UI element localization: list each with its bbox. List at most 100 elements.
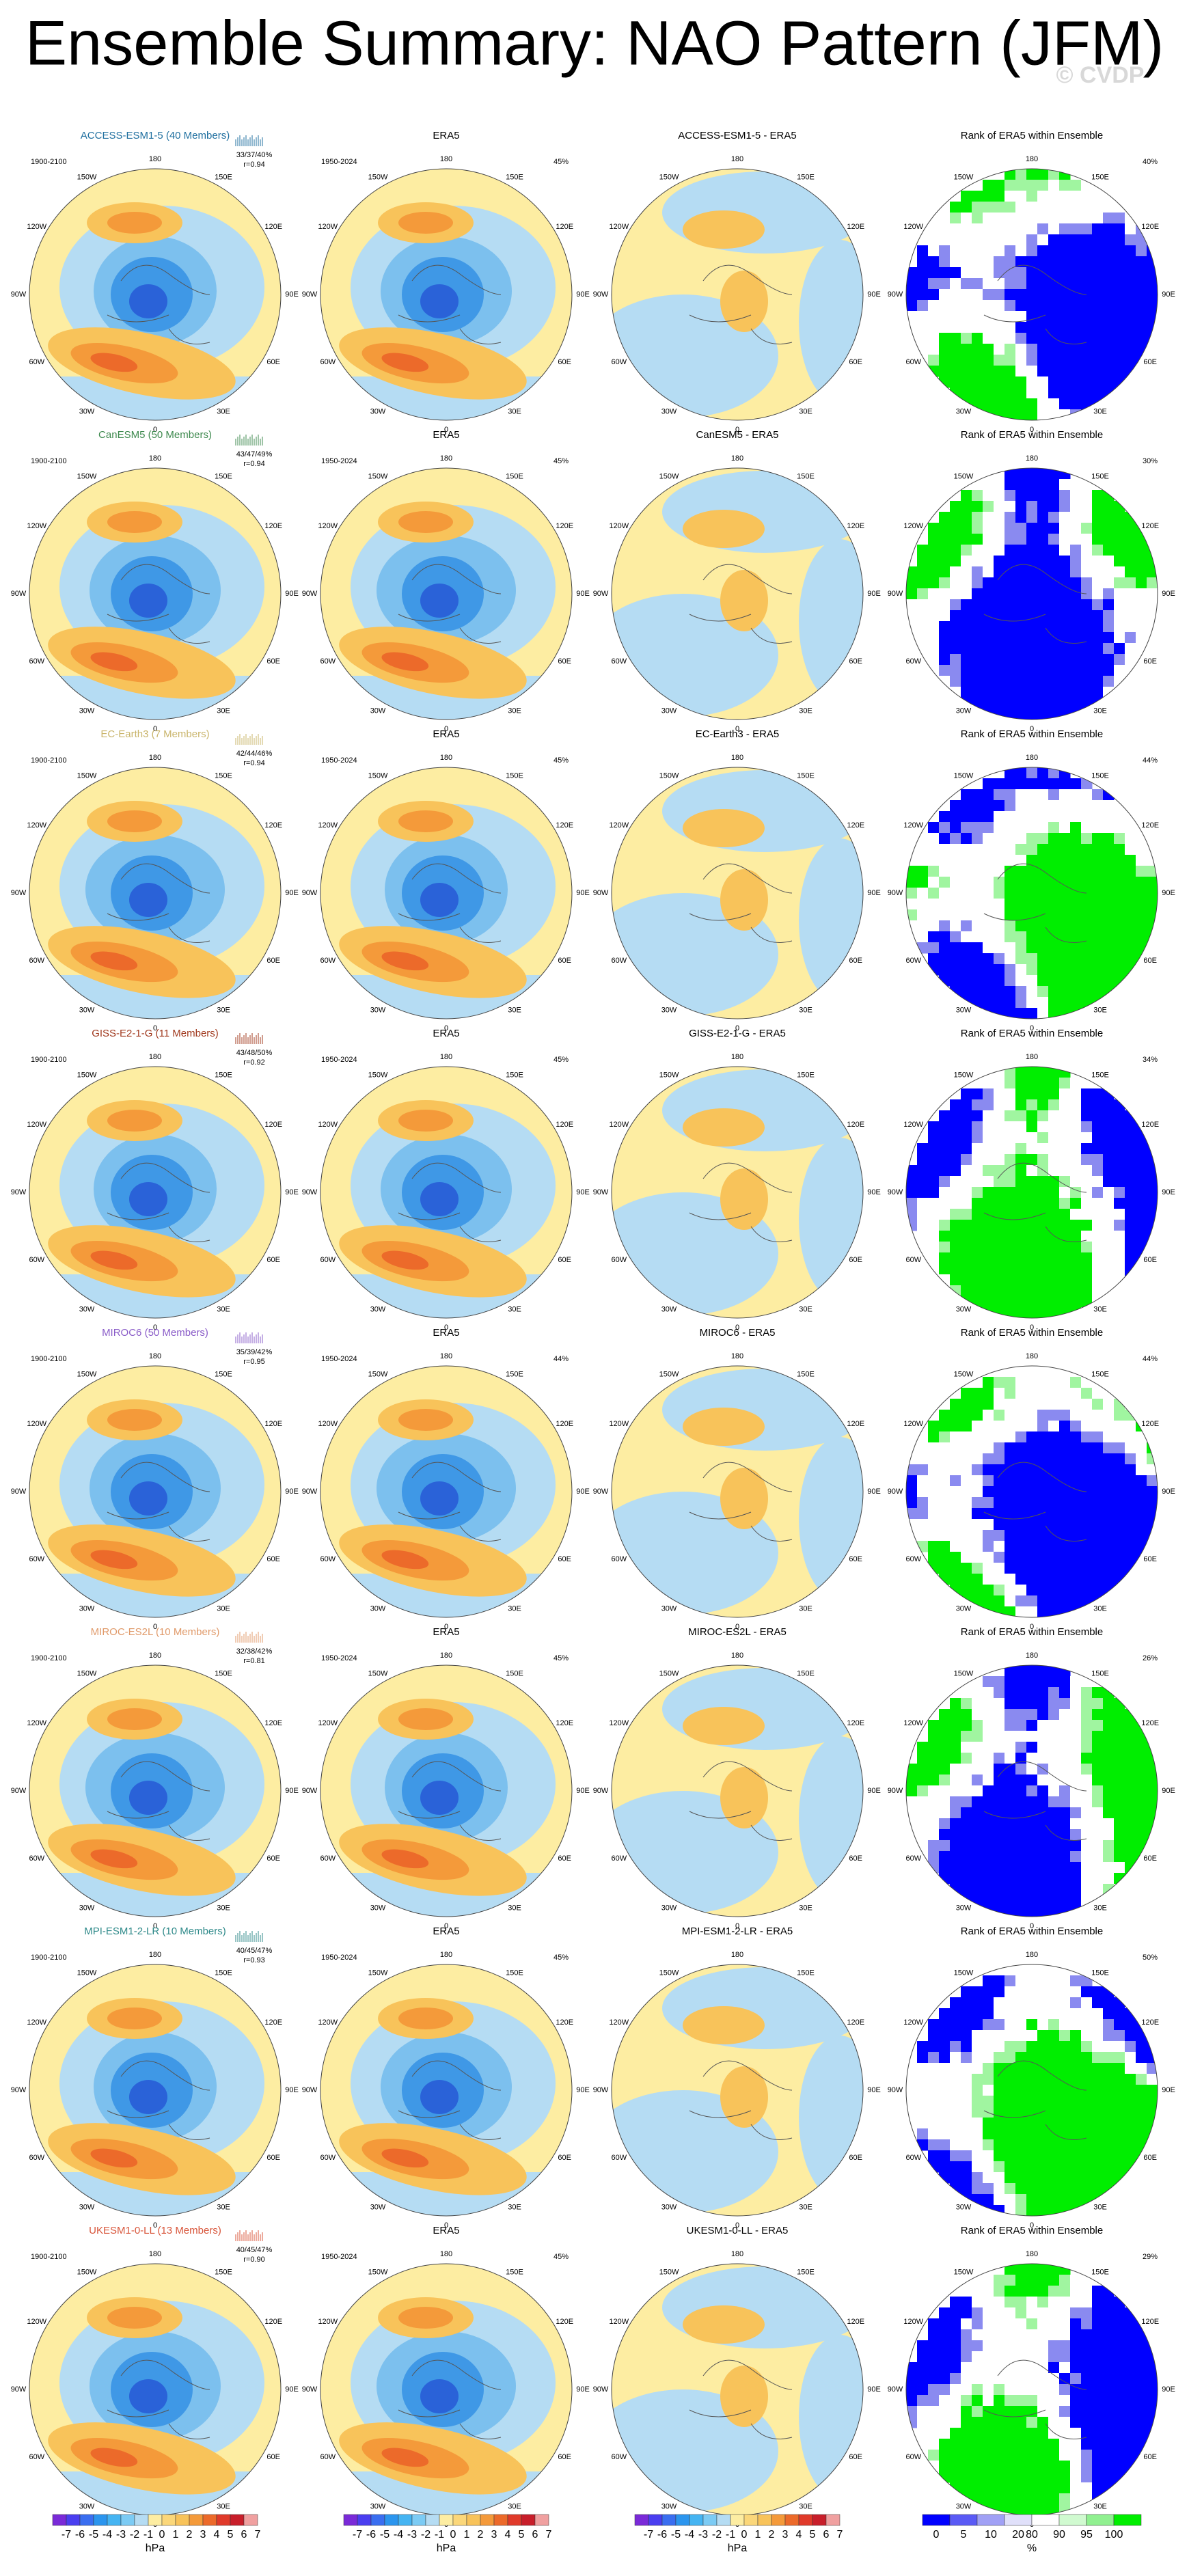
rank-cell: [1004, 2318, 1016, 2330]
lon-label: 150E: [215, 1370, 232, 1378]
rank-cell: [1015, 676, 1027, 687]
rank-cell: [1070, 931, 1082, 943]
rank-cell: [1004, 931, 1016, 943]
rank-cell: [994, 1198, 1005, 1209]
rank-cell: [1114, 1110, 1125, 1122]
rank-cell: [906, 1807, 918, 1819]
diff-orange: [683, 1707, 765, 1745]
rank-cell: [1004, 1110, 1016, 1122]
lon-label: 150W: [659, 173, 679, 181]
corr: r=0.94: [243, 759, 265, 767]
rank-cell: [1026, 2085, 1038, 2096]
diff-title: MIROC-ES2L - ERA5: [688, 1626, 787, 1638]
lon-label: 30W: [661, 407, 677, 415]
rank-cell: [1015, 387, 1027, 399]
panel-row: ACCESS-ESM1-5 (40 Members)33/37/40%r=0.9…: [11, 130, 1175, 434]
rank-cell: [1059, 1698, 1071, 1710]
rank-cell: [1059, 1742, 1071, 1753]
rank-cell: [1136, 566, 1147, 578]
rank-cell: [961, 2172, 972, 2184]
rank-cell: [972, 2384, 983, 2396]
lon-label: 60W: [320, 657, 336, 666]
rank-cell: [1059, 333, 1071, 344]
colorbar-cell: [425, 2514, 440, 2526]
rank-cell: [1048, 1274, 1060, 1286]
rank-cell: [928, 1519, 940, 1531]
rank-cell: [994, 1399, 1005, 1410]
rank-cell: [1037, 566, 1049, 578]
rank-cell: [994, 866, 1005, 877]
rank-cell: [917, 1143, 929, 1155]
rank-cell: [939, 2139, 951, 2151]
rank-cell: [1125, 1121, 1136, 1133]
rank-cell: [1026, 931, 1038, 943]
rank-cell: [1004, 556, 1016, 567]
rank-cell: [1015, 1497, 1027, 1509]
lon-label: 150E: [797, 2268, 815, 2276]
corr: r=0.95: [243, 1358, 265, 1366]
rank-cell: [1070, 698, 1082, 709]
rank-cell: [1092, 1431, 1104, 1443]
rank-cell: [961, 1829, 972, 1841]
field-blue3: [129, 2080, 167, 2114]
rank-cell: [1026, 909, 1038, 921]
rank-cell: [1147, 1198, 1158, 1209]
rank-cell: [1059, 1176, 1071, 1188]
colorbar-label: 7: [837, 2529, 843, 2540]
rank-cell: [906, 1187, 918, 1198]
rank-cell: [1147, 942, 1158, 954]
rank-cell: [1114, 1851, 1125, 1863]
rank-cell: [1059, 2493, 1071, 2505]
colorbar-cell: [949, 2514, 978, 2526]
rank-cell: [994, 1829, 1005, 1841]
rank-cell: [961, 1165, 972, 1177]
rank-cell: [1059, 1099, 1071, 1111]
rank-cell: [1004, 833, 1016, 845]
period: 1900-2100: [31, 2253, 67, 2261]
rank-cell: [1026, 1884, 1038, 1895]
rank-cell: [994, 2019, 1005, 2031]
rank-cell: [1059, 621, 1071, 633]
rank-cell: [1059, 1895, 1071, 1906]
lon-label: 150E: [797, 1669, 815, 1677]
rank-cell: [1059, 1720, 1071, 1731]
rank-cell: [906, 2107, 918, 2118]
rank-cell: [1092, 1796, 1104, 1808]
rank-cell: [961, 1530, 972, 1542]
colorbar-label: -1: [726, 2529, 735, 2540]
rank-cell: [1048, 1285, 1060, 1297]
rank-cell: [1081, 1088, 1093, 1100]
rank-cell: [1092, 556, 1104, 567]
rank-cell: [1059, 676, 1071, 687]
rank-cell: [1125, 654, 1136, 666]
rank-cell: [1081, 512, 1093, 523]
rank-cell: [939, 931, 951, 943]
rank-cell: [928, 234, 940, 246]
rank-cell: [1136, 545, 1147, 556]
rank-cell: [917, 866, 929, 877]
rank-cell: [939, 1143, 951, 1155]
rank-cell: [1015, 566, 1027, 578]
rank-cell: [961, 800, 972, 812]
rank-cell: [1114, 234, 1125, 246]
corr: r=0.94: [243, 161, 265, 169]
rank-cell: [1092, 512, 1104, 523]
rank-cell: [1125, 256, 1136, 268]
rank-cell: [1092, 490, 1104, 502]
rank-cell: [939, 2428, 951, 2439]
rank-cell: [1070, 899, 1082, 910]
rank-cell: [994, 267, 1005, 279]
rank-cell: [1147, 1541, 1158, 1552]
rank-cell: [1136, 2074, 1147, 2085]
rank-cell: [1081, 1285, 1093, 1297]
rank-cell: [983, 665, 994, 676]
lon-label: 30W: [956, 2502, 972, 2510]
rank-cell: [928, 2063, 940, 2074]
rank-cell: [917, 599, 929, 611]
rank-cell: [1070, 1143, 1082, 1155]
rank-cell: [1015, 1753, 1027, 1764]
rank-cell: [1048, 577, 1060, 589]
rank-cell: [994, 1231, 1005, 1242]
rank-cell: [928, 1508, 940, 1520]
rank-cell: [1048, 2297, 1060, 2308]
